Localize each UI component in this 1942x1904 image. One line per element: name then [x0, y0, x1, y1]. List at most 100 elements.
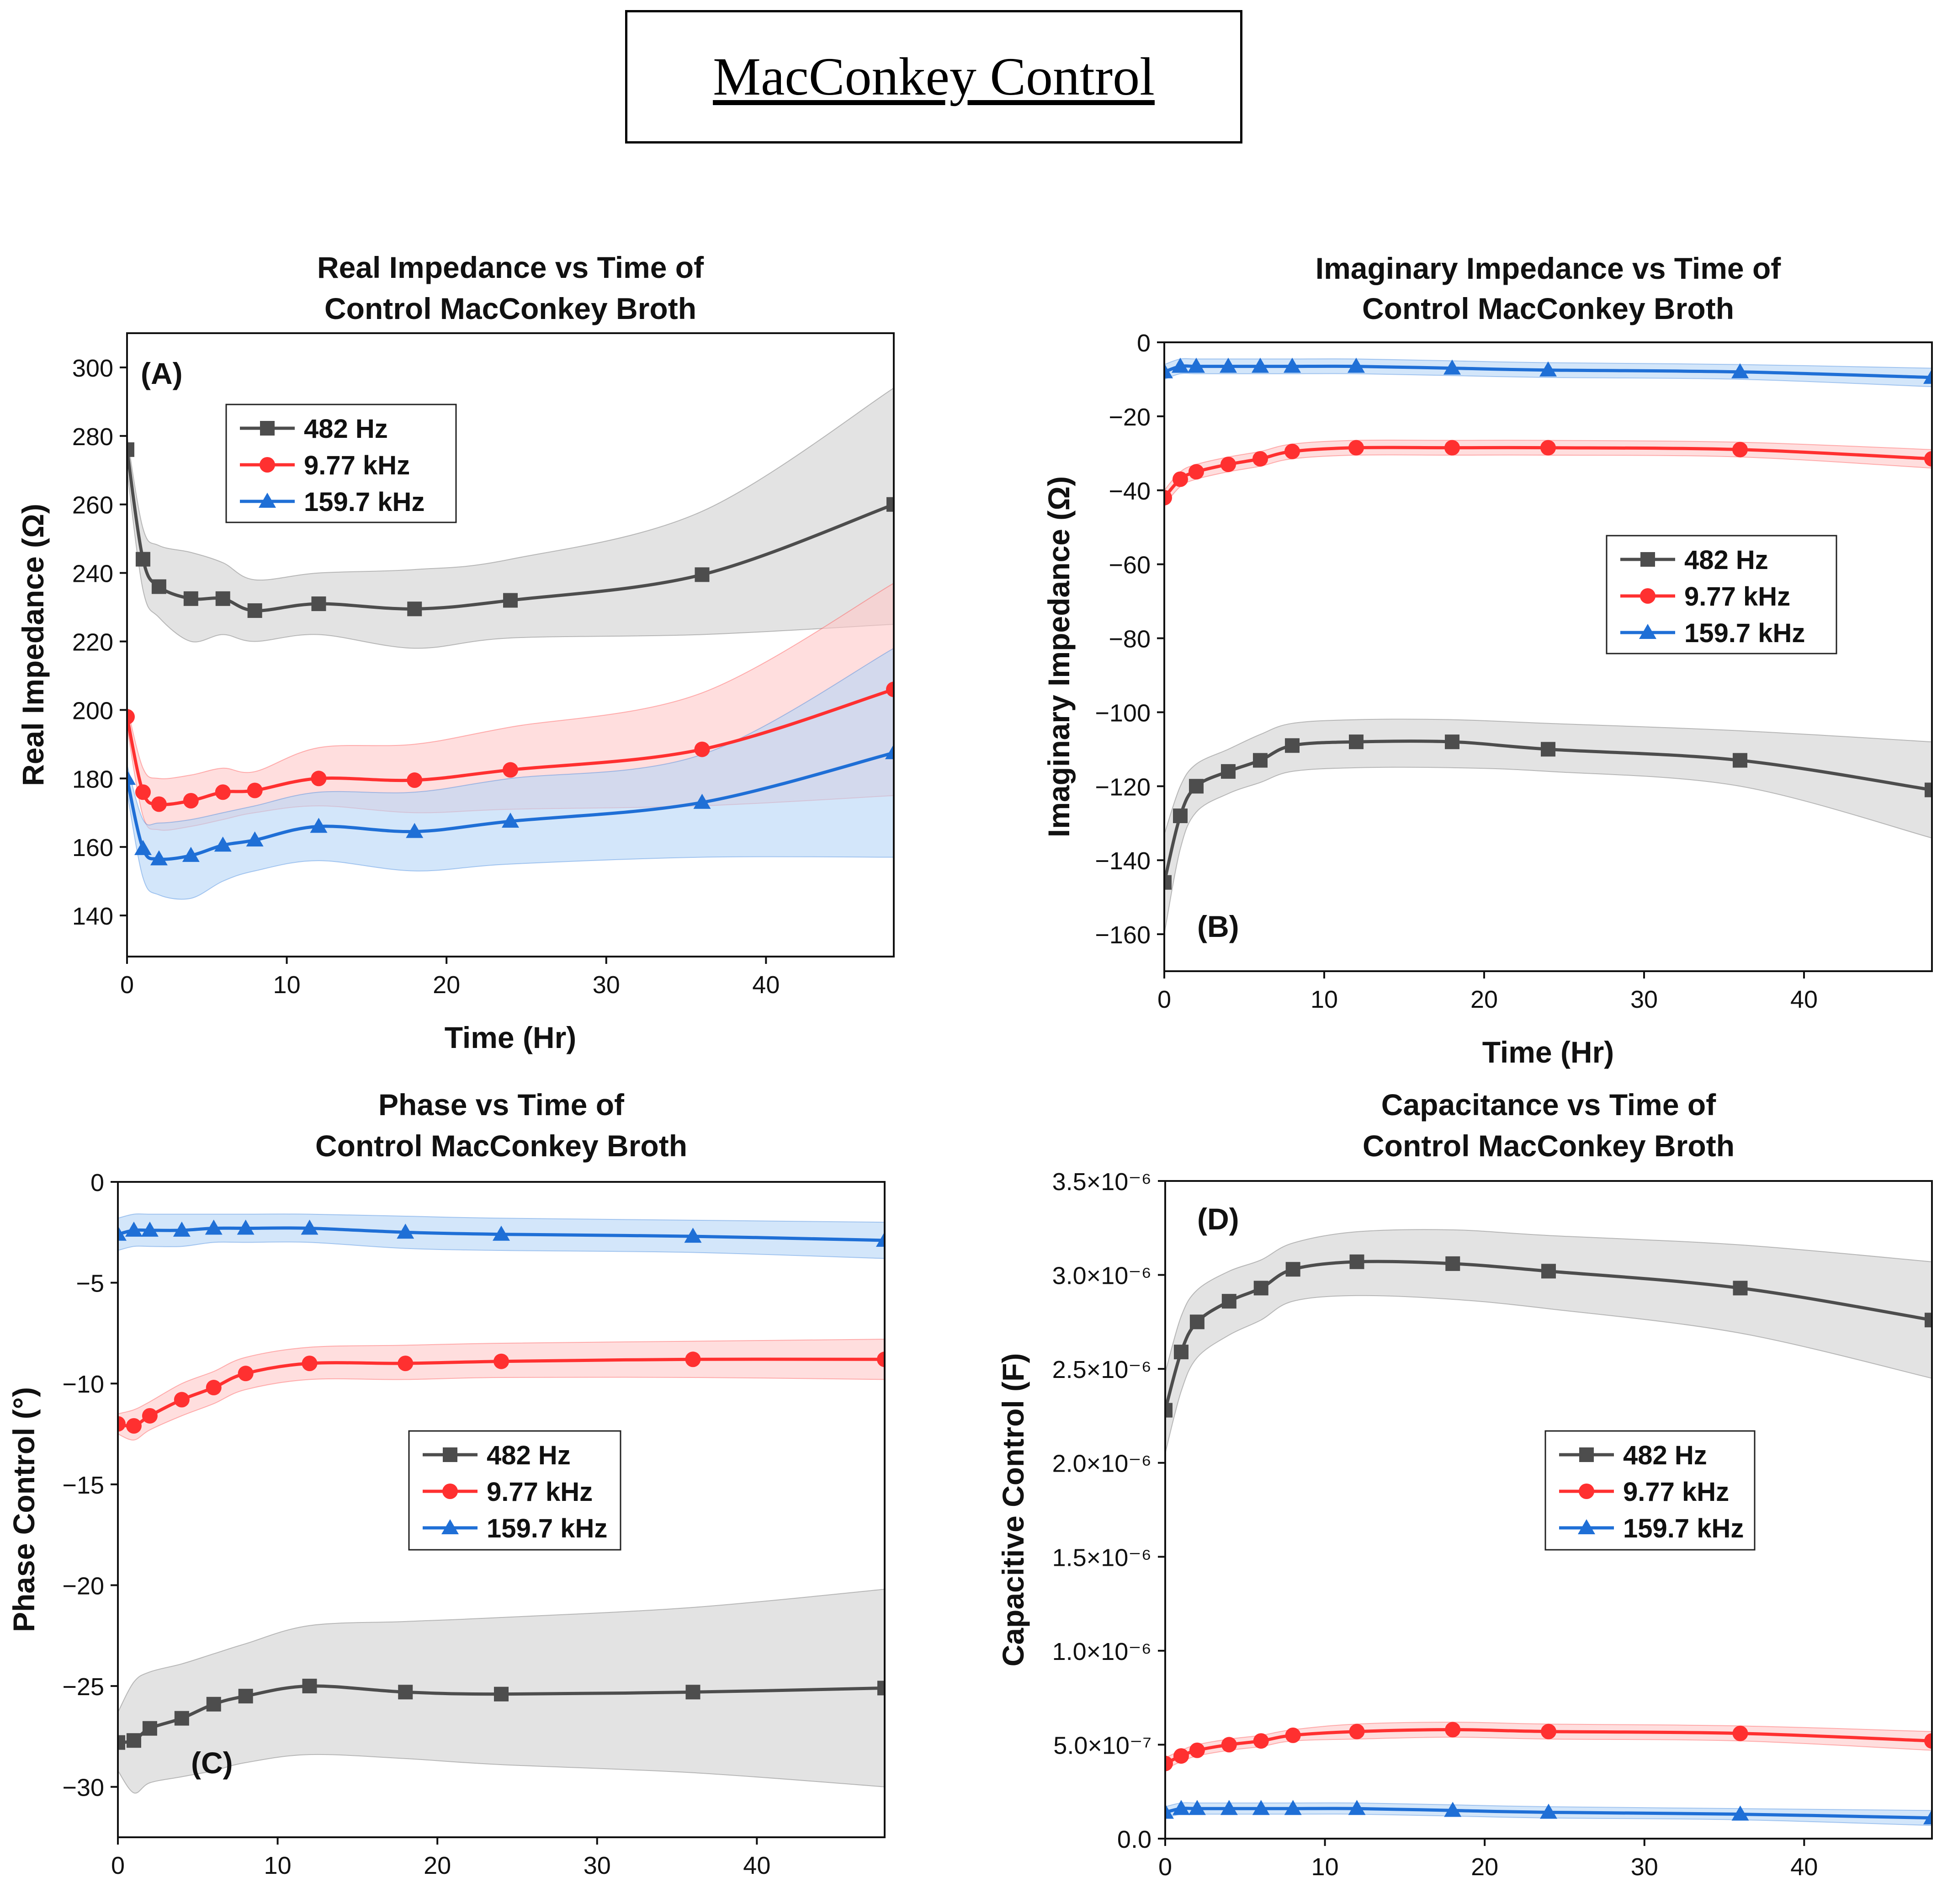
data-point-b-s1597-7 — [1443, 359, 1461, 375]
data-point-d-s977-9 — [1732, 1725, 1748, 1741]
data-point-b-s1597-5 — [1284, 357, 1301, 373]
y-tick-label-c-0: 0 — [90, 1169, 104, 1197]
data-point-d-s482-10 — [1925, 1313, 1932, 1328]
data-point-a-s1597-5 — [246, 831, 264, 847]
y-tick-label-a-0: 140 — [72, 903, 113, 930]
y-tick-label-d-3: 1.5×10⁻⁶ — [1052, 1544, 1151, 1571]
data-point-a-s1597-1 — [134, 840, 152, 855]
x-tick-label-d-1: 10 — [1311, 1853, 1339, 1881]
x-tick-label-d-2: 20 — [1471, 1853, 1498, 1881]
data-point-a-s977-8 — [503, 762, 518, 778]
y-tick-label-d-1: 5.0×10⁻⁷ — [1053, 1732, 1151, 1759]
data-point-b-s482-10 — [1925, 782, 1932, 798]
x-tick-label-d-3: 30 — [1631, 1853, 1658, 1881]
y-tick-label-a-8: 300 — [72, 355, 113, 382]
x-tick-label-b-2: 20 — [1470, 986, 1498, 1013]
data-point-c-s977-9 — [685, 1351, 701, 1367]
data-point-d-s1597-8 — [1540, 1803, 1557, 1819]
data-point-a-s482-10 — [886, 497, 894, 512]
plot-frame-b — [1163, 341, 1933, 972]
confidence-band-b-s482 — [1164, 718, 1932, 935]
legend-marker-c-s482 — [443, 1447, 457, 1462]
y-tick-label-a-6: 260 — [72, 492, 113, 519]
data-point-b-s482-0 — [1164, 875, 1172, 890]
y-tick-label-d-4: 2.0×10⁻⁶ — [1052, 1450, 1151, 1478]
data-point-b-s482-6 — [1349, 734, 1364, 750]
y-tick-label-c-3: −15 — [62, 1472, 104, 1499]
chart-panel-c: Phase vs Time of Control MacConkey Broth 0… — [7, 1088, 886, 1904]
data-point-c-s1597-2 — [141, 1221, 159, 1237]
data-point-a-s977-9 — [694, 741, 710, 757]
plot-frame-a — [126, 332, 895, 957]
data-point-d-s977-6 — [1349, 1723, 1365, 1739]
y-tick-label-d-7: 3.5×10⁻⁶ — [1052, 1168, 1151, 1196]
legend-label-a-s1597: 159.7 kHz — [304, 487, 424, 517]
legend-label-a-s977: 9.77 kHz — [304, 451, 410, 480]
confidence-band-d-s482 — [1165, 1229, 1932, 1454]
x-tick-label-d-0: 0 — [1158, 1853, 1172, 1881]
data-point-d-s1597-3 — [1220, 1800, 1238, 1815]
legend-d: 482 Hz 9.77 kHz 159.7 kHz — [1544, 1430, 1756, 1551]
data-point-d-s482-9 — [1733, 1281, 1748, 1296]
data-point-a-s482-9 — [695, 567, 710, 582]
data-point-a-s1597-2 — [150, 850, 168, 866]
x-tick-label-a-4: 40 — [752, 971, 780, 999]
data-point-c-s482-8 — [494, 1686, 509, 1702]
data-point-b-s977-4 — [1252, 451, 1268, 467]
legend-label-c-s977: 9.77 kHz — [487, 1477, 593, 1507]
data-point-c-s1597-6 — [301, 1219, 318, 1235]
data-point-d-s1597-4 — [1252, 1800, 1270, 1815]
chart-panel-b: Imaginary Impedance vs Time of Control Ma… — [1042, 251, 1933, 1069]
data-point-c-s482-0 — [118, 1735, 125, 1750]
data-point-b-s1597-10 — [1923, 368, 1932, 384]
data-point-d-s977-0 — [1165, 1755, 1173, 1771]
data-point-d-s977-7 — [1445, 1722, 1461, 1738]
data-point-a-s482-3 — [183, 591, 198, 606]
y-tick-label-a-5: 240 — [72, 560, 113, 588]
data-point-b-s1597-4 — [1252, 357, 1269, 373]
data-point-c-s977-10 — [877, 1351, 885, 1367]
data-point-a-s482-5 — [247, 603, 262, 618]
data-point-c-s1597-10 — [876, 1231, 885, 1247]
chart-panel-d: Capacitance vs Time of Control MacConkey … — [996, 1088, 1933, 1904]
data-point-b-s1597-9 — [1731, 363, 1749, 378]
y-tick-label-b-1: −20 — [1109, 404, 1151, 431]
data-point-b-s482-5 — [1285, 738, 1300, 753]
data-point-c-s482-1 — [126, 1733, 141, 1748]
legend-c: 482 Hz 9.77 kHz 159.7 kHz — [408, 1430, 621, 1551]
data-point-c-s977-6 — [302, 1356, 318, 1372]
data-point-a-s1597-7 — [406, 823, 424, 838]
data-point-a-s1597-9 — [693, 793, 711, 809]
chart-title-b-line-2: Control MacConkey Broth — [1362, 292, 1734, 325]
legend-marker-d-s1597 — [1578, 1519, 1595, 1534]
data-point-c-s1597-5 — [237, 1219, 255, 1235]
x-tick-label-a-0: 0 — [120, 971, 134, 999]
data-point-c-s1597-7 — [397, 1223, 414, 1239]
data-point-b-s977-9 — [1732, 441, 1748, 457]
data-point-b-s482-2 — [1189, 779, 1204, 794]
legend-label-b-s977: 9.77 kHz — [1684, 582, 1790, 612]
data-point-c-s977-4 — [206, 1380, 222, 1396]
data-point-a-s1597-4 — [214, 836, 232, 852]
y-tick-label-a-1: 160 — [72, 834, 113, 862]
data-point-b-s977-10 — [1924, 451, 1932, 467]
data-point-a-s977-1 — [135, 784, 151, 800]
plot-area-d — [1165, 1229, 1932, 1826]
data-point-c-s1597-1 — [125, 1221, 143, 1237]
data-point-b-s977-1 — [1173, 471, 1188, 487]
y-tick-label-d-5: 2.5×10⁻⁶ — [1052, 1356, 1151, 1383]
chart-title-d-line-2: Control MacConkey Broth — [1363, 1129, 1735, 1163]
main-title-box: MacConkey Control — [625, 10, 1242, 144]
y-tick-label-c-2: −10 — [62, 1371, 104, 1398]
data-point-c-s977-7 — [398, 1356, 414, 1372]
data-point-d-s482-5 — [1285, 1262, 1300, 1277]
plot-frame-c — [117, 1181, 886, 1838]
data-point-c-s977-0 — [118, 1416, 126, 1432]
legend-marker-d-s977 — [1579, 1484, 1594, 1499]
data-point-b-s977-6 — [1348, 440, 1364, 456]
data-point-b-s977-2 — [1189, 464, 1204, 480]
legend-b: 482 Hz 9.77 kHz 159.7 kHz — [1606, 535, 1837, 654]
x-tick-label-c-4: 40 — [743, 1852, 770, 1879]
y-tick-label-c-6: −30 — [62, 1774, 104, 1802]
y-tick-label-a-4: 220 — [72, 629, 113, 656]
